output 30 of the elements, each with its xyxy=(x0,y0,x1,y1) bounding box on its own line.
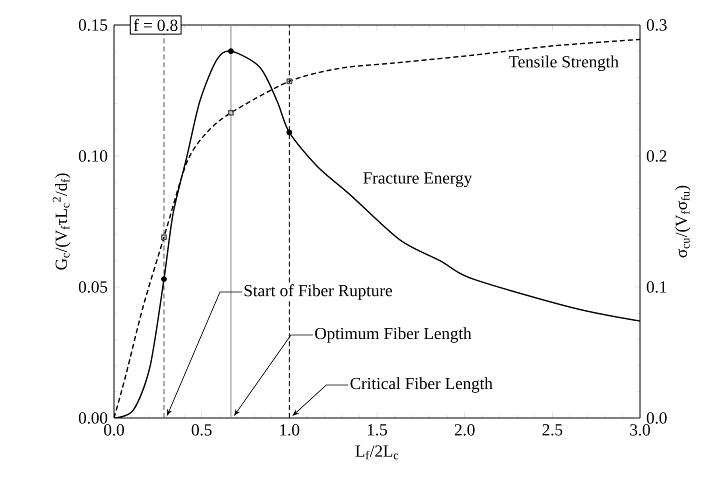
y-tick-label: 0.00 xyxy=(78,412,108,424)
x-tick-label: 2.5 xyxy=(542,424,562,436)
y2-axis-title: σ$_{cu}$/(V$_{f}$σ$_{fu}$) xyxy=(675,186,690,258)
y2-tick-label: 0.2 xyxy=(646,150,666,162)
annotation: Start of Fiber Rupture xyxy=(244,284,392,300)
annotation: f = 0.8 xyxy=(134,18,178,32)
x-axis-title: L$_{f}$/2L$_{c}$ xyxy=(355,445,398,460)
point xyxy=(286,130,292,136)
point xyxy=(228,48,234,54)
annotation: Critical Fiber Length xyxy=(350,377,493,393)
x-tick-label: 2.0 xyxy=(454,424,475,436)
x-tick-label: 0.5 xyxy=(192,424,212,436)
series-label: Fracture Energy xyxy=(363,172,472,188)
series-label: Tensile Strength xyxy=(508,56,619,71)
y-tick-label: 0.05 xyxy=(78,281,108,293)
y2-tick-label: 0.3 xyxy=(646,19,667,31)
x-tick-label: 3.0 xyxy=(630,424,650,436)
y-tick-label: 0.15 xyxy=(78,19,108,31)
point xyxy=(161,234,167,240)
x-tick-label: 1.5 xyxy=(368,424,387,436)
annotation: Optimum Fiber Length xyxy=(315,327,472,343)
point xyxy=(228,110,234,116)
text: G$_{c}$/(V$_{f}$τL$_{c}$$^{2}$/d$_{f}$) xyxy=(52,173,70,270)
x-tick-label: 1.0 xyxy=(280,424,300,436)
x-tick-label: 0.0 xyxy=(104,424,124,436)
point xyxy=(286,78,292,84)
y2-tick-label: 0.1 xyxy=(646,281,666,293)
y2-tick-label: 0.0 xyxy=(646,412,667,424)
point xyxy=(161,276,167,282)
y-tick-label: 0.10 xyxy=(78,150,108,162)
